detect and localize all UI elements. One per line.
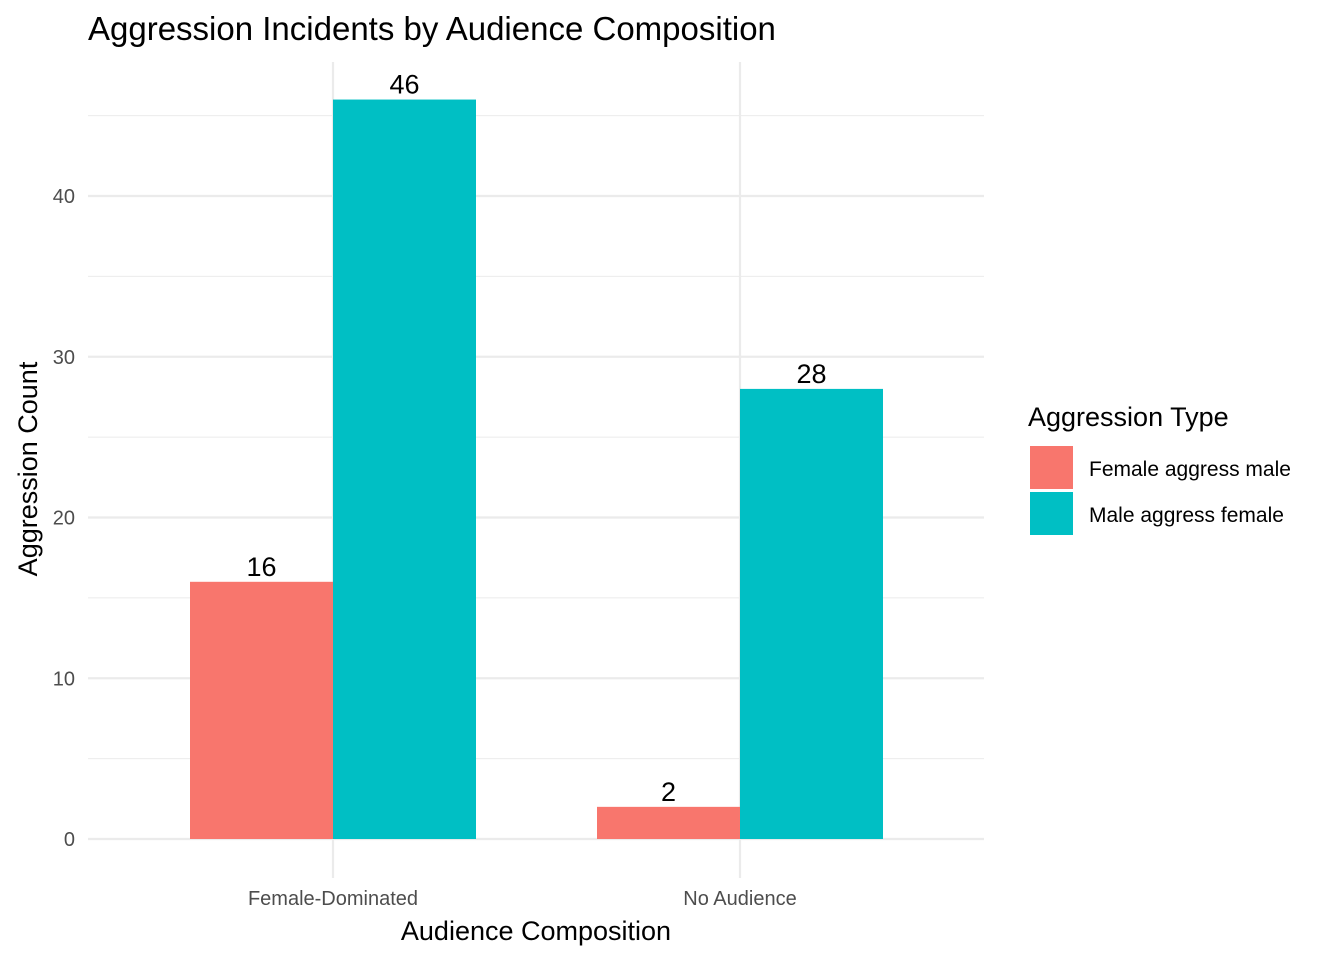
chart-title: Aggression Incidents by Audience Composi… [88, 10, 776, 47]
y-axis-ticks: 0 10 20 30 40 [53, 186, 75, 851]
x-tick-label: Female-Dominated [248, 888, 418, 910]
bar [190, 581, 333, 839]
legend-swatch-female-aggress-male [1030, 446, 1073, 489]
y-tick-label: 20 [53, 508, 75, 530]
bar [740, 388, 883, 839]
bar-value-label: 2 [661, 777, 676, 807]
bars-layer [190, 99, 883, 840]
x-tick-label: No Audience [683, 888, 796, 910]
bar-labels-layer: 16 2 46 28 [246, 70, 826, 807]
legend-label-male-aggress-female: Male aggress female [1089, 504, 1284, 527]
legend-swatch-male-aggress-female [1030, 492, 1073, 535]
y-axis-title: Aggression Count [13, 361, 43, 576]
legend-title: Aggression Type [1028, 402, 1229, 432]
y-tick-label: 10 [53, 668, 75, 690]
legend: Aggression Type Female aggress male Male… [1028, 402, 1291, 535]
x-axis-title: Audience Composition [401, 916, 671, 946]
bar [333, 99, 476, 840]
bar-value-label: 16 [246, 552, 276, 582]
y-tick-label: 30 [53, 347, 75, 369]
bar [597, 806, 740, 839]
y-tick-label: 40 [53, 186, 75, 208]
x-axis-ticks: Female-Dominated No Audience [248, 888, 797, 910]
bar-value-label: 28 [796, 359, 826, 389]
legend-label-female-aggress-male: Female aggress male [1089, 458, 1291, 481]
y-tick-label: 0 [64, 829, 75, 851]
bar-value-label: 46 [389, 70, 419, 100]
